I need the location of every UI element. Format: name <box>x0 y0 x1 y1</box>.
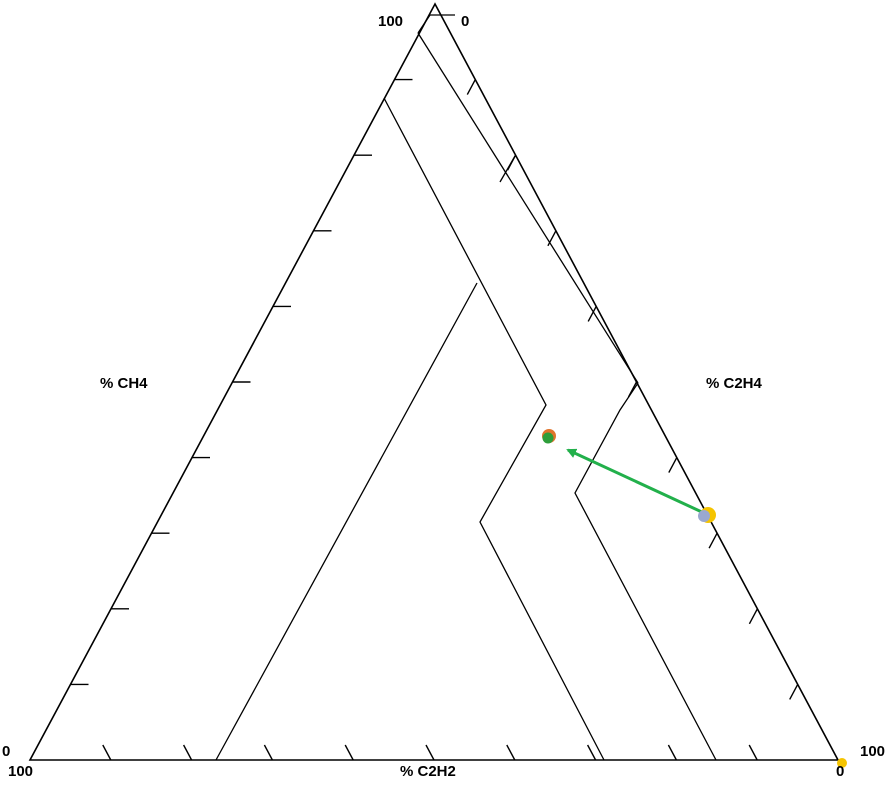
corner-label-top-left: 100 <box>378 13 403 30</box>
tick-c2h2-axis <box>667 744 678 761</box>
tick-c2h4-axis <box>668 457 678 473</box>
corner-label-bottom-right-lower: 0 <box>836 763 844 780</box>
zone-boundaries <box>215 14 717 761</box>
tick-c2h2-axis <box>425 744 435 761</box>
tick-c2h2-axis <box>506 744 516 761</box>
tick-c2h2-axis <box>748 744 758 761</box>
tick-c2h4-axis <box>748 608 759 625</box>
axis-label-c2h2: % C2H2 <box>400 763 456 780</box>
tick-c2h4-axis <box>547 230 557 247</box>
zone-boundary-t2 <box>574 382 717 761</box>
tick-c2h4-axis <box>708 532 718 549</box>
corner-label-top-right: 0 <box>461 13 469 30</box>
ticks-ch4-axis <box>70 78 413 686</box>
trend-arrow <box>566 448 705 515</box>
tick-c2h4-axis <box>466 79 476 95</box>
corner-label-bottom-right-upper: 100 <box>860 743 885 760</box>
tick-c2h2-axis <box>102 744 112 761</box>
tick-c2h2-axis <box>263 744 274 761</box>
zone-boundary-d1 <box>383 97 605 761</box>
tick-c2h2-axis <box>344 744 354 761</box>
ticks-c2h2-axis <box>102 744 758 761</box>
zone-boundary-d2 <box>215 282 478 761</box>
corner-label-bottom-left-upper: 0 <box>2 743 10 760</box>
axis-label-c2h4: % C2H4 <box>706 375 763 392</box>
axis-label-ch4: % CH4 <box>100 375 148 392</box>
zone-boundary-t1-short <box>499 155 516 183</box>
end-point[interactable] <box>542 429 556 444</box>
tick-c2h2-axis <box>586 744 597 761</box>
tick-c2h4-axis <box>789 684 799 700</box>
tick-c2h2-axis <box>182 744 193 761</box>
tick-c2h4-axis <box>587 306 597 322</box>
start-point[interactable] <box>698 507 716 523</box>
zone-boundary-pd <box>417 14 455 34</box>
zone-boundary-t1 <box>417 32 639 384</box>
corner-label-bottom-left-lower: 100 <box>8 763 33 780</box>
corner-marker <box>837 758 847 768</box>
